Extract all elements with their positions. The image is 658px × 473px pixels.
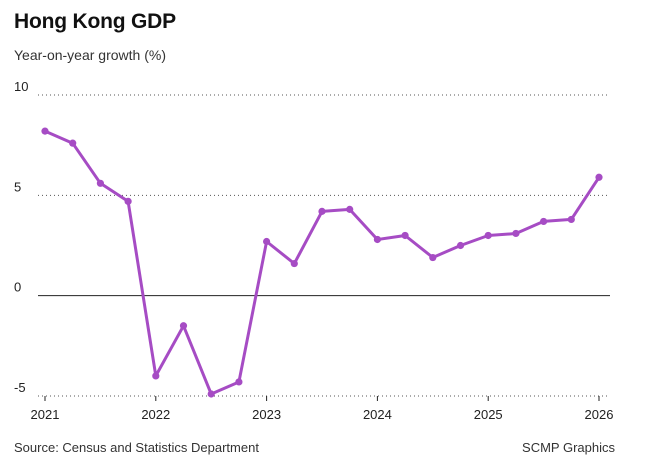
y-tick-label: 10: [14, 79, 28, 94]
credit-note: SCMP Graphics: [522, 440, 615, 455]
data-point: [41, 127, 49, 135]
data-point: [152, 372, 160, 380]
data-point: [124, 197, 132, 205]
y-tick-label: -5: [14, 380, 26, 395]
data-point: [401, 231, 409, 240]
data-point: [207, 390, 215, 398]
chart-subtitle: Year-on-year growth (%): [14, 47, 166, 63]
data-point: [484, 231, 492, 240]
data-point: [567, 215, 575, 224]
chart-title: Hong Kong GDP: [14, 10, 176, 33]
data-point: [373, 235, 381, 244]
y-tick-label: 5: [14, 179, 21, 194]
x-tick-label: 2022: [141, 407, 170, 422]
data-point: [235, 378, 243, 386]
data-point: [96, 179, 104, 187]
data-point: [69, 139, 77, 147]
data-point: [456, 241, 465, 250]
data-point: [346, 205, 354, 213]
y-tick-label: 0: [14, 280, 21, 295]
x-tick-label: 2024: [363, 407, 392, 422]
data-point: [512, 229, 520, 238]
data-point: [179, 322, 188, 330]
data-point: [429, 253, 437, 262]
series-line: [43, 129, 601, 396]
x-tick-label: 2026: [585, 407, 614, 422]
data-point: [595, 173, 603, 181]
data-point: [263, 237, 271, 246]
x-tick-label: 2025: [474, 407, 503, 422]
x-tick-label: 2021: [31, 407, 60, 422]
source-note: Source: Census and Statistics Department: [14, 440, 259, 455]
data-point: [318, 207, 326, 215]
data-point: [290, 259, 298, 268]
data-point: [540, 217, 548, 226]
x-tick-label: 2023: [252, 407, 281, 422]
